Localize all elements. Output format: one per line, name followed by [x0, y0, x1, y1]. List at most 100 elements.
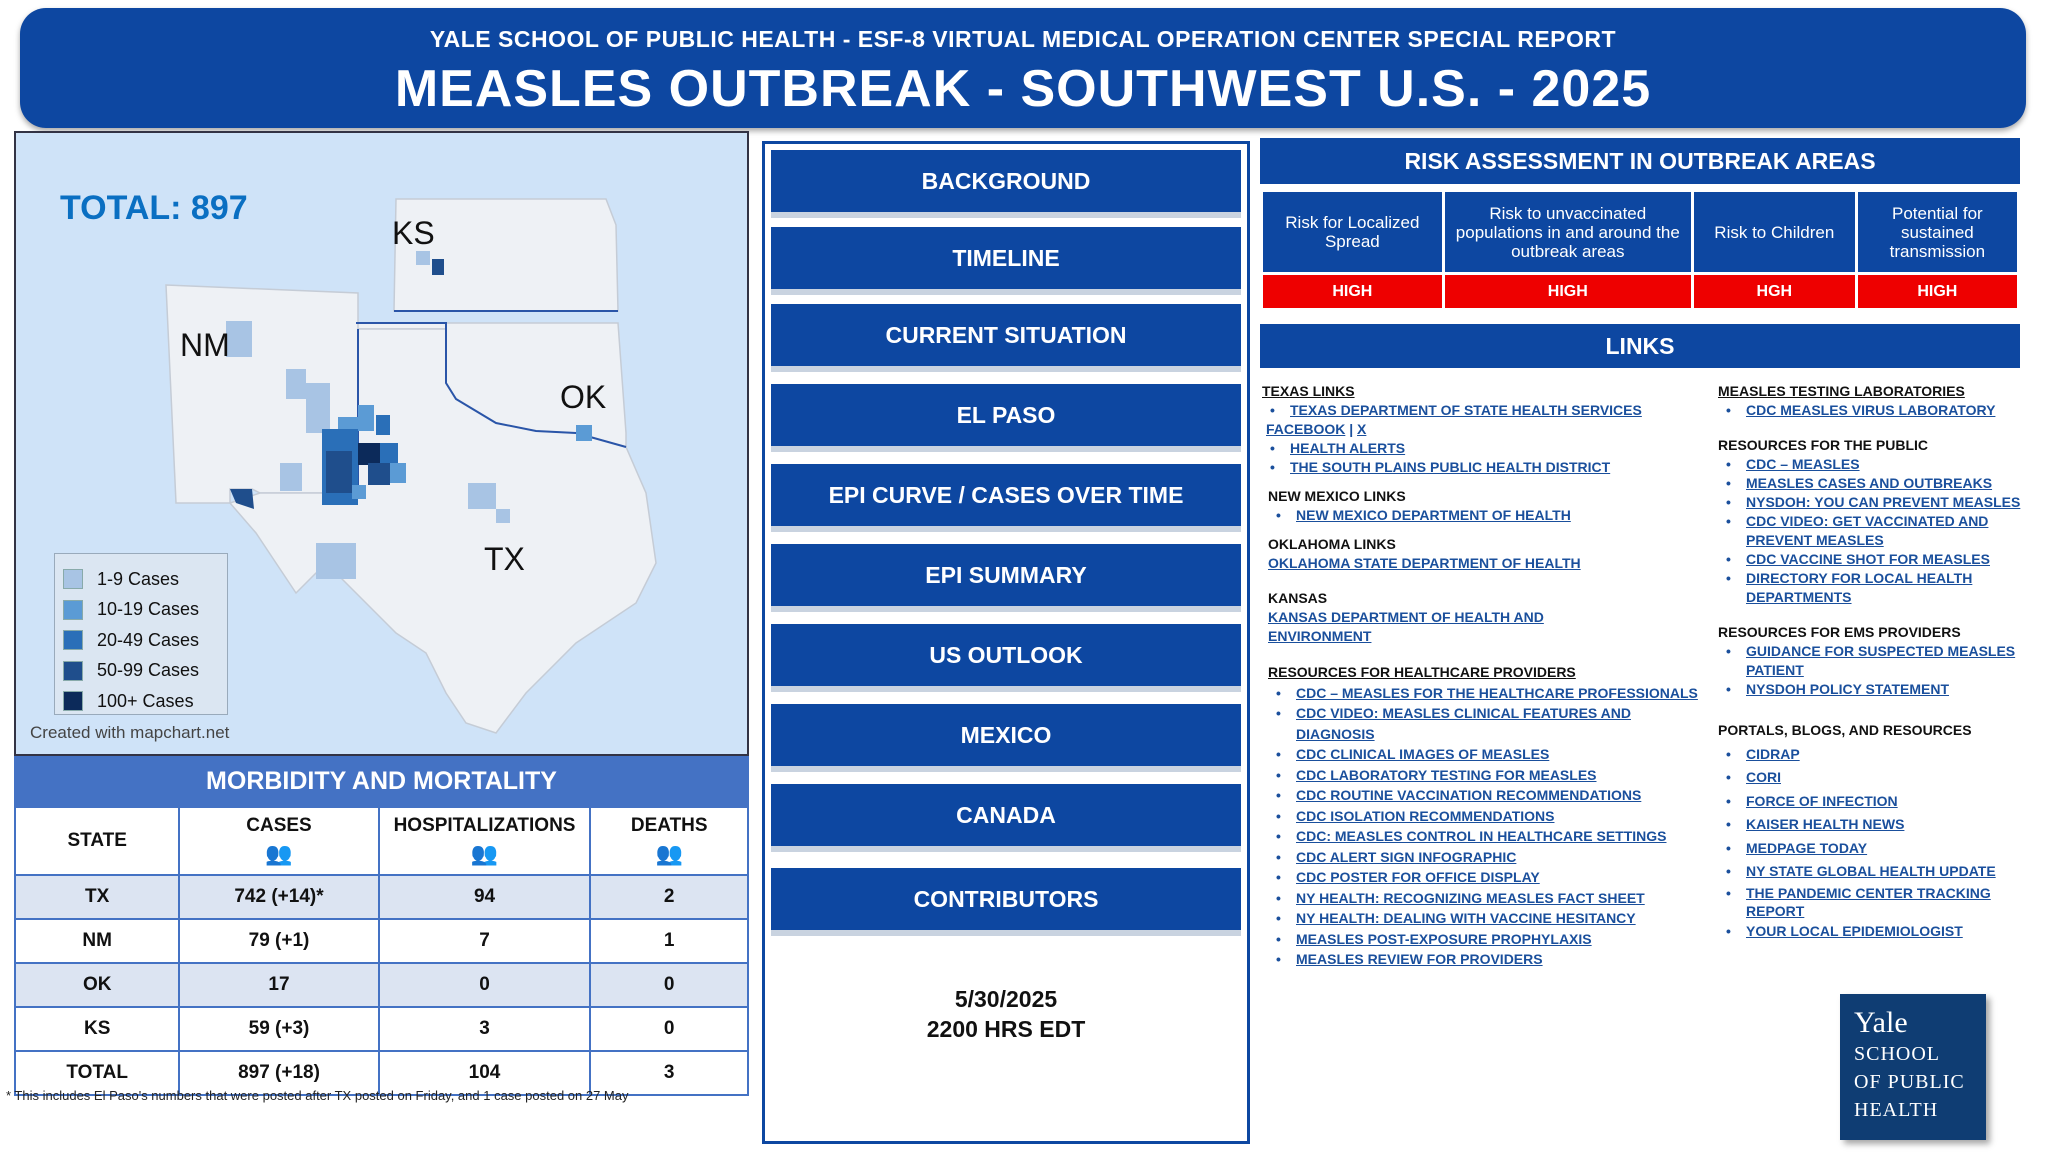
nav-el-paso-button[interactable]: EL PASO	[771, 384, 1241, 446]
public-links-section: RESOURCES FOR THE PUBLIC CDC – MEASLES M…	[1718, 436, 2040, 607]
public-link[interactable]: CDC VIDEO: GET VACCINATED AND PREVENT ME…	[1746, 513, 1989, 548]
portal-link[interactable]: CIDRAP	[1746, 745, 1800, 762]
list-item: MEDPAGE TODAY	[1718, 837, 2040, 861]
portal-link[interactable]: MEDPAGE TODAY	[1746, 839, 1868, 856]
legend-swatch	[63, 660, 83, 681]
nav-canada-button[interactable]: CANADA	[771, 784, 1241, 846]
provider-link[interactable]: MEASLES REVIEW FOR PROVIDERS	[1296, 951, 1543, 967]
link-ks-doh[interactable]: KANSAS DEPARTMENT OF HEALTH AND ENVIRONM…	[1268, 609, 1544, 644]
link-ok-doh[interactable]: OKLAHOMA STATE DEPARTMENT OF HEALTH	[1268, 555, 1581, 571]
logo-line: OF PUBLIC	[1854, 1071, 1965, 1093]
link-south-plains[interactable]: THE SOUTH PLAINS PUBLIC HEALTH DISTRICT	[1290, 459, 1611, 475]
report-subtitle: YALE SCHOOL OF PUBLIC HEALTH - ESF-8 VIR…	[429, 26, 1617, 52]
risk-col-transmission: Potential for sustained transmission	[1857, 192, 2017, 272]
table-footnote: * This includes El Paso's numbers that w…	[6, 1088, 629, 1103]
table-row: TX 742 (+14)* 94 2	[13, 874, 749, 920]
provider-link[interactable]: CDC – MEASLES FOR THE HEALTHCARE PROFESS…	[1296, 684, 1698, 701]
list-item: CDC LABORATORY TESTING FOR MEASLES	[1268, 765, 1707, 786]
provider-link[interactable]: CDC VIDEO: MEASLES CLINICAL FEATURES AND…	[1296, 705, 1631, 742]
public-link[interactable]: CDC VACCINE SHOT FOR MEASLES	[1746, 551, 1990, 567]
list-item: CDC VACCINE SHOT FOR MEASLES	[1718, 550, 2040, 569]
nav-epi-summary-button[interactable]: EPI SUMMARY	[771, 544, 1241, 606]
portal-link[interactable]: NY STATE GLOBAL HEALTH UPDATE	[1746, 863, 1996, 879]
legend-label: 100+ Cases	[97, 690, 194, 711]
provider-link[interactable]: CDC ROUTINE VACCINATION RECOMMENDATIONS	[1296, 787, 1642, 803]
list-item: DIRECTORY FOR LOCAL HEALTH DEPARTMENTS	[1718, 569, 2040, 607]
outbreak-map: TOTAL: 897 KS NM OK TX 1-9 Cases 10-19 C…	[14, 131, 749, 756]
portals-links-section: PORTALS, BLOGS, AND RESOURCES CIDRAP COR…	[1718, 719, 2040, 943]
provider-link[interactable]: CDC: MEASLES CONTROL IN HEALTHCARE SETTI…	[1296, 828, 1667, 844]
list-item: CDC ROUTINE VACCINATION RECOMMENDATIONS	[1268, 785, 1707, 806]
nav-current-situation-button[interactable]: CURRENT SITUATION	[771, 304, 1241, 366]
public-link[interactable]: CDC – MEASLES	[1746, 456, 1860, 472]
provider-link[interactable]: MEASLES POST-EXPOSURE PROPHYLAXIS	[1296, 930, 1592, 947]
portal-link[interactable]: YOUR LOCAL EPIDEMIOLOGIST	[1746, 922, 1963, 939]
links-column-left: TEXAS LINKS TEXAS DEPARTMENT OF STATE HE…	[1262, 382, 1707, 980]
provider-link[interactable]: NY HEALTH: RECOGNIZING MEASLES FACT SHEE…	[1296, 889, 1645, 906]
link-x[interactable]: X	[1357, 421, 1367, 437]
logo-line: Yale	[1854, 1006, 1908, 1039]
portal-link[interactable]: KAISER HEALTH NEWS	[1746, 816, 1905, 832]
nav-mexico-button[interactable]: MEXICO	[771, 704, 1241, 766]
public-link[interactable]: NYSDOH: YOU CAN PREVENT MEASLES	[1746, 494, 2021, 510]
table-header-row: STATE CASES 👥 HOSPITALIZATIONS 👥 DEATHS 👥	[13, 806, 749, 876]
risk-col-children: Risk to Children	[1693, 192, 1855, 272]
nav-background-button[interactable]: BACKGROUND	[771, 150, 1241, 212]
link-health-alerts[interactable]: HEALTH ALERTS	[1290, 440, 1406, 456]
list-item: MEASLES REVIEW FOR PROVIDERS	[1268, 949, 1707, 970]
link-facebook[interactable]: FACEBOOK	[1266, 421, 1346, 437]
cell-state: NM	[13, 918, 181, 964]
nav-contributors-button[interactable]: CONTRIBUTORS	[771, 868, 1241, 930]
table-row-total: TOTAL 897 (+18) 104 3	[13, 1050, 749, 1096]
portal-link[interactable]: THE PANDEMIC CENTER TRACKING REPORT	[1746, 884, 1991, 919]
portal-link[interactable]: CORI	[1746, 769, 1781, 785]
provider-link[interactable]: NY HEALTH: DEALING WITH VACCINE HESITANC…	[1296, 910, 1636, 926]
ems-link[interactable]: GUIDANCE FOR SUSPECTED MEASLES PATIENT	[1746, 643, 2016, 678]
cell-deaths: 1	[589, 918, 749, 964]
links-column-right: MEASLES TESTING LABORATORIES CDC MEASLES…	[1718, 382, 2040, 953]
portal-link[interactable]: FORCE OF INFECTION	[1746, 792, 1898, 809]
cell-cases: 79 (+1)	[178, 918, 380, 964]
map-label-ok: OK	[560, 379, 607, 415]
provider-link[interactable]: CDC POSTER FOR OFFICE DISPLAY	[1296, 869, 1540, 885]
col-state: STATE	[13, 806, 181, 876]
provider-link[interactable]: CDC LABORATORY TESTING FOR MEASLES	[1296, 766, 1597, 783]
map-legend: 1-9 Cases 10-19 Cases 20-49 Cases 50-99 …	[54, 553, 228, 715]
cell-hosp: 94	[377, 874, 592, 920]
testing-link[interactable]: CDC MEASLES VIRUS LABORATORY	[1746, 402, 1996, 418]
col-deaths: DEATHS 👥	[589, 806, 749, 876]
link-texas-dshs[interactable]: TEXAS DEPARTMENT OF STATE HEALTH SERVICE…	[1290, 402, 1642, 418]
cell-deaths: 0	[589, 1006, 749, 1052]
ems-link[interactable]: NYSDOH POLICY STATEMENT	[1746, 681, 1950, 697]
county-map	[165, 198, 657, 734]
list-item: NY HEALTH: DEALING WITH VACCINE HESITANC…	[1268, 908, 1707, 929]
public-link[interactable]: MEASLES CASES AND OUTBREAKS	[1746, 475, 1993, 491]
list-item: CDC – MEASLES	[1718, 455, 2040, 474]
oklahoma-links-section: OKLAHOMA LINKS OKLAHOMA STATE DEPARTMENT…	[1262, 535, 1707, 573]
map-total-cases: TOTAL: 897	[60, 189, 248, 227]
cell-state: OK	[13, 962, 181, 1008]
nav-timeline-button[interactable]: TIMELINE	[771, 227, 1241, 289]
legend-item: 10-19 Cases	[63, 595, 219, 626]
public-link[interactable]: DIRECTORY FOR LOCAL HEALTH DEPARTMENTS	[1746, 570, 1973, 605]
list-item: CDC VIDEO: MEASLES CLINICAL FEATURES AND…	[1268, 703, 1707, 744]
kansas-links-section: KANSAS KANSAS DEPARTMENT OF HEALTH AND E…	[1262, 589, 1707, 646]
legend-item: 100+ Cases	[63, 686, 219, 717]
nav-us-outlook-button[interactable]: US OUTLOOK	[771, 624, 1241, 686]
provider-link[interactable]: CDC CLINICAL IMAGES OF MEASLES	[1296, 746, 1550, 762]
legend-swatch	[63, 599, 83, 620]
provider-link[interactable]: CDC ALERT SIGN INFOGRAPHIC	[1296, 848, 1517, 865]
link-nm-doh[interactable]: NEW MEXICO DEPARTMENT OF HEALTH	[1296, 507, 1571, 523]
list-item: MEASLES CASES AND OUTBREAKS	[1718, 474, 2040, 493]
list-item: NY HEALTH: RECOGNIZING MEASLES FACT SHEE…	[1268, 888, 1707, 909]
nav-epi-curve-button[interactable]: EPI CURVE / CASES OVER TIME	[771, 464, 1241, 526]
legend-item: 50-99 Cases	[63, 656, 219, 687]
cell-deaths: 3	[589, 1050, 749, 1096]
list-item: CIDRAP	[1718, 743, 2040, 767]
provider-link[interactable]: CDC ISOLATION RECOMMENDATIONS	[1296, 807, 1555, 824]
list-item: CDC: MEASLES CONTROL IN HEALTHCARE SETTI…	[1268, 826, 1707, 847]
list-item: HEALTH ALERTS	[1262, 439, 1707, 458]
col-hospitalizations: HOSPITALIZATIONS 👥	[377, 806, 592, 876]
list-item: NYSDOH: YOU CAN PREVENT MEASLES	[1718, 493, 2040, 512]
section-heading: OKLAHOMA LINKS	[1268, 536, 1396, 552]
